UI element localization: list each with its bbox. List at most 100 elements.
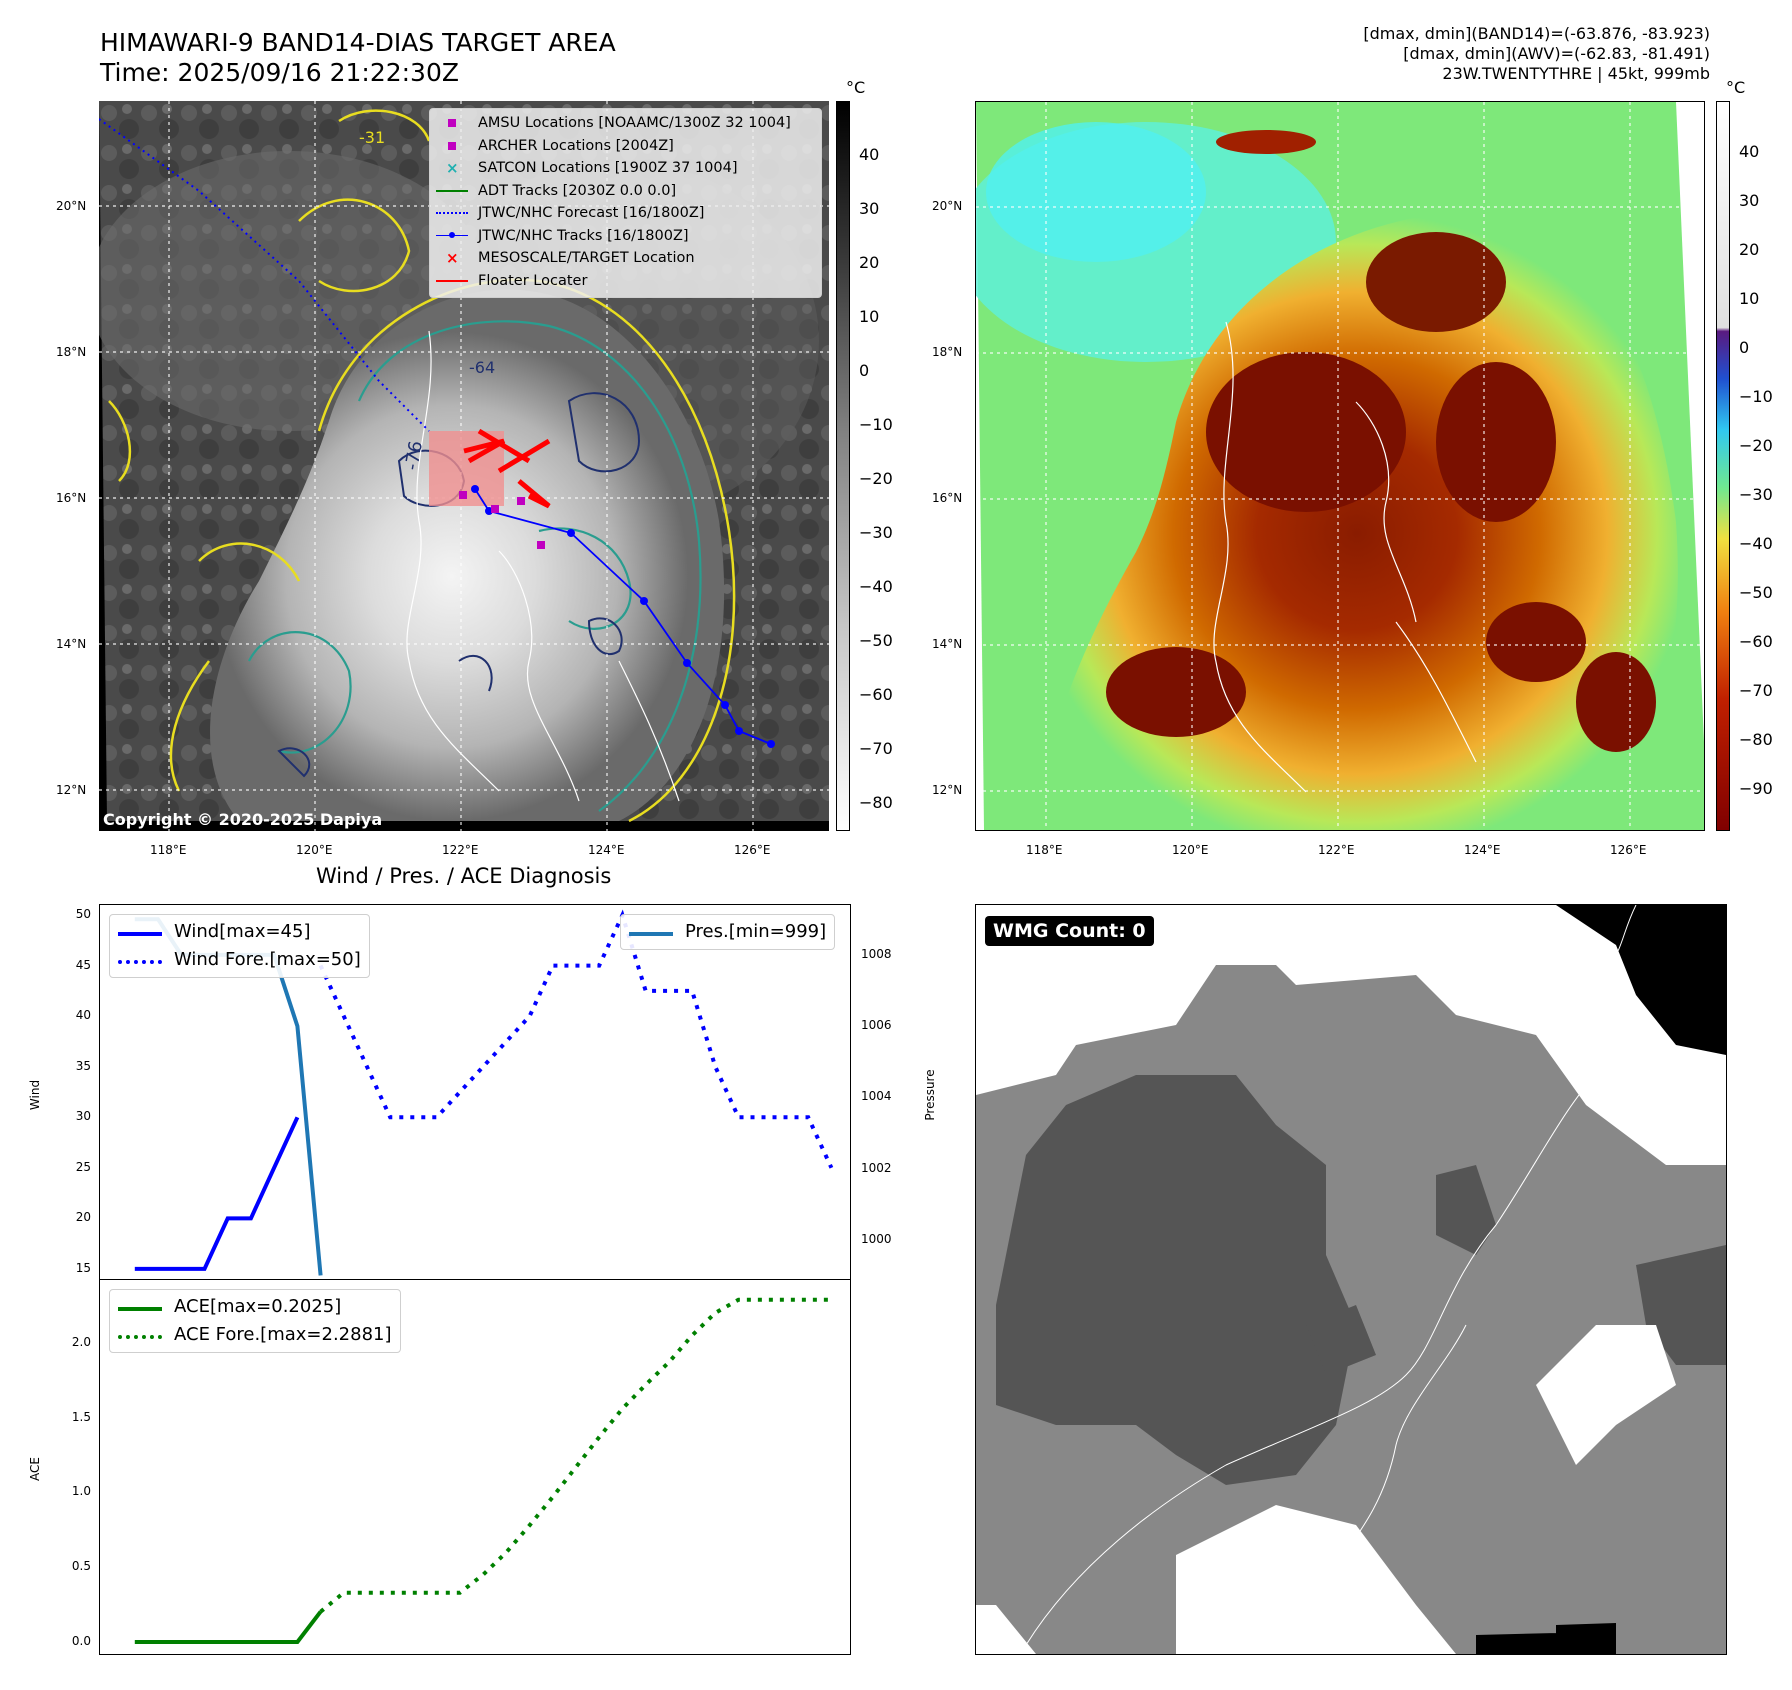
legend-symbol (436, 184, 468, 198)
ir-color-map-svg (976, 102, 1704, 830)
legend-wind: Wind[max=45] (118, 918, 361, 946)
legend-symbol (436, 274, 468, 288)
lat-label-20n: 20°N (56, 199, 87, 213)
colorbar-gray-tick: −50 (859, 631, 893, 650)
colorbar-color-tick: −50 (1739, 583, 1773, 602)
lat-label-14n-r: 14°N (932, 637, 963, 651)
colorbar-color (1716, 101, 1730, 831)
colorbar-color-tick: 40 (1739, 142, 1760, 161)
lon-label-118e: 118°E (150, 843, 187, 857)
chart-title: Wind / Pres. / ACE Diagnosis (316, 864, 612, 888)
y-tick-label: 45 (75, 957, 91, 972)
info-storm: 23W.TWENTYTHRE | 45kt, 999mb (1442, 64, 1710, 83)
lat-label-14n: 14°N (56, 637, 87, 651)
legend-label: SATCON Locations [1900Z 37 1004] (478, 160, 738, 176)
ir-color-map (975, 101, 1705, 831)
colorbar-gray-tick: 20 (859, 253, 880, 272)
legend-wind-forecast: Wind Fore.[max=50] (118, 946, 361, 974)
lat-label-12n-r: 12°N (932, 783, 963, 797)
wind-legend: Wind[max=45] Wind Fore.[max=50] (109, 914, 370, 978)
colorbar-color-tick: −30 (1739, 485, 1773, 504)
legend-symbol (436, 229, 468, 243)
legend-symbol: × (446, 159, 459, 178)
wmg-white-bottom (1176, 1505, 1456, 1654)
colorbar-color-tick: −40 (1739, 534, 1773, 553)
contour-label-76: -76 (401, 439, 427, 472)
series-line-0 (134, 1610, 323, 1644)
wmg-dark-spot-1 (1436, 1165, 1496, 1255)
legend-label: MESOSCALE/TARGET Location (478, 250, 695, 266)
colorbar-gray-tick: 30 (859, 199, 880, 218)
y2-tick-label: 1008 (861, 946, 892, 961)
lat-label-12n: 12°N (56, 783, 87, 797)
lon-label-126e: 126°E (734, 843, 771, 857)
y-tick-label: 15 (75, 1260, 91, 1275)
map-legend-item: AMSU Locations [NOAAMC/1300Z 32 1004] (436, 112, 813, 135)
lon-label-118e-r: 118°E (1026, 843, 1063, 857)
lon-label-122e-r: 122°E (1318, 843, 1355, 857)
jtwc-forecast-track (99, 118, 430, 432)
jtwc-track (474, 488, 772, 745)
colorbar-gray-unit: °C (846, 78, 866, 97)
colorbar-color-tick: 0 (1739, 338, 1750, 357)
wind-ylabel: Wind (28, 1079, 42, 1111)
y-tick-label: 30 (75, 1109, 91, 1124)
y-tick-label: 20 (75, 1210, 91, 1225)
cold-top-1 (1366, 232, 1506, 332)
wmg-coastline (1025, 905, 1637, 1646)
series-line-1 (319, 1297, 832, 1614)
lon-label-120e-r: 120°E (1172, 843, 1209, 857)
wmg-svg (976, 905, 1726, 1654)
colorbar-gray-tick: −20 (859, 469, 893, 488)
lon-label-120e: 120°E (296, 843, 333, 857)
map-legend-item: ADT Tracks [2030Z 0.0 0.0] (436, 180, 813, 203)
map-legend-item: ARCHER Locations [2004Z] (436, 135, 813, 158)
colorbar-gray-tick: −60 (859, 685, 893, 704)
cold-top-6 (1576, 652, 1656, 752)
colorbar-color-tick: −90 (1739, 779, 1773, 798)
series-line-0 (134, 1116, 300, 1271)
y-tick-label: 0.5 (71, 1559, 91, 1574)
colorbar-gray-tick: −10 (859, 415, 893, 434)
legend-label: JTWC/NHC Tracks [16/1800Z] (478, 227, 689, 244)
legend-label: ARCHER Locations [2004Z] (478, 137, 674, 154)
coastline (406, 330, 680, 802)
colorbar-color-tick: 30 (1739, 191, 1760, 210)
contour-yellow (108, 109, 736, 823)
legend-symbol (436, 139, 468, 153)
y2-tick-label: 1006 (861, 1018, 892, 1033)
wmg-panel (975, 904, 1727, 1655)
pressure-legend: Pres.[min=999] (620, 914, 836, 950)
legend-ace-forecast: ACE Fore.[max=2.2881] (118, 1321, 392, 1349)
colorbar-gray-tick: −70 (859, 739, 893, 758)
y-tick-label: 35 (75, 1058, 91, 1073)
colorbar-color-tick: −70 (1739, 681, 1773, 700)
amsu-archer-markers (459, 491, 545, 549)
colorbar-color-tick: −20 (1739, 436, 1773, 455)
y2-tick-label: 1004 (861, 1089, 892, 1104)
colorbar-gray-tick: 10 (859, 307, 880, 326)
colorbar-gray-tick: 40 (859, 145, 880, 164)
y2-tick-label: 1000 (861, 1231, 892, 1246)
colorbar-color-tick: 20 (1739, 240, 1760, 259)
y2-tick-label: 1002 (861, 1160, 892, 1175)
colorbar-color-tick: 10 (1739, 289, 1760, 308)
y-tick-label: 1.5 (71, 1409, 91, 1424)
map-legend-item: JTWC/NHC Tracks [16/1800Z] (436, 225, 813, 248)
cloud-mass (210, 289, 725, 821)
lat-label-18n-r: 18°N (932, 345, 963, 359)
y-tick-label: 0.0 (71, 1634, 91, 1649)
wmg-dark-spot-3 (1306, 1305, 1376, 1375)
lat-label-20n-r: 20°N (932, 199, 963, 213)
lon-label-126e-r: 126°E (1610, 843, 1647, 857)
map-legend: AMSU Locations [NOAAMC/1300Z 32 1004] ARC… (429, 108, 822, 298)
page-title: HIMAWARI-9 BAND14-DIAS TARGET AREA (100, 28, 616, 57)
legend-label: Floater Locater (478, 272, 588, 289)
page-subtitle-time: Time: 2025/09/16 21:22:30Z (100, 58, 459, 87)
colorbar-gray-tick: 0 (859, 361, 870, 380)
legend-label: AMSU Locations [NOAAMC/1300Z 32 1004] (478, 115, 791, 131)
lat-label-18n: 18°N (56, 345, 87, 359)
colorbar-color-unit: °C (1726, 78, 1746, 97)
lat-label-16n: 16°N (56, 491, 87, 505)
info-band14: [dmax, dmin](BAND14)=(-63.876, -83.923) (1363, 24, 1710, 43)
